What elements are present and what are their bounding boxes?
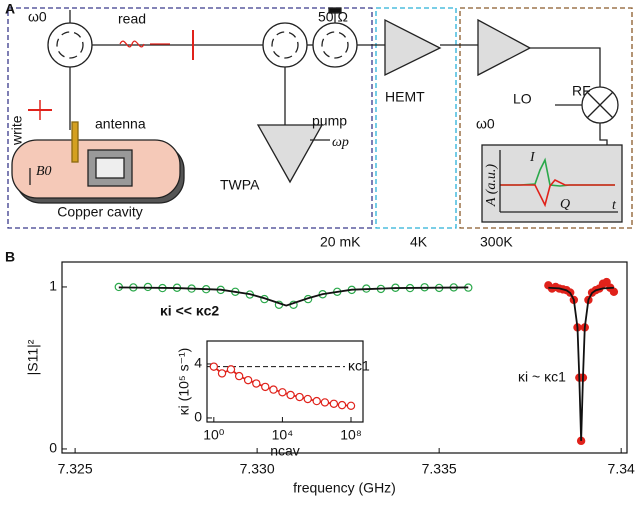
data-point: [278, 388, 287, 397]
annotation: κi ~ κc1: [518, 369, 566, 385]
x-tick-label: 7.335: [422, 461, 457, 477]
circulator: [312, 22, 358, 68]
data-point: [217, 369, 227, 378]
label: 50 Ω: [318, 9, 348, 25]
label: A (a.u.): [484, 164, 499, 207]
data-point: [346, 401, 356, 410]
amp: [477, 18, 532, 77]
label: B0: [36, 164, 52, 179]
label: t: [612, 198, 617, 213]
y-tick-label: 1: [49, 278, 57, 294]
data-point: [609, 287, 619, 297]
wire: [530, 47, 601, 87]
x-axis-label: ncav: [270, 443, 300, 459]
reference-label: κc1: [348, 357, 370, 373]
panel-label: B: [5, 249, 15, 265]
label: ω0: [476, 116, 495, 132]
label: antenna: [95, 116, 146, 132]
panel-label: A: [5, 1, 15, 17]
label: Q: [560, 197, 570, 212]
data-point: [269, 385, 278, 394]
data-point: [261, 382, 270, 392]
y-tick-label: 0: [194, 409, 202, 425]
mixer-x: [586, 91, 614, 119]
x-tick-label: 7.34: [608, 461, 635, 477]
stage-box: [459, 7, 633, 229]
data-point: [303, 394, 312, 404]
circulator: [47, 22, 93, 68]
x-tick-label: 7.325: [58, 461, 93, 477]
x-tick-label: 10⁰: [203, 427, 225, 443]
panel-a: [7, 7, 633, 229]
label: TWPA: [220, 177, 260, 193]
data-point: [286, 390, 295, 400]
annotation: κi << κc2: [160, 303, 219, 319]
wire: [599, 123, 608, 145]
label: HEMT: [385, 89, 425, 105]
y-axis-label: |S11|²: [25, 339, 41, 375]
data-point: [226, 365, 236, 374]
label: write: [9, 115, 25, 146]
label: pump: [312, 113, 347, 129]
label: Copper cavity: [57, 204, 143, 220]
label: LO: [513, 91, 532, 107]
mixer: [581, 86, 619, 124]
plot-frame: [206, 340, 364, 423]
stage-label: 20 mK: [320, 234, 361, 250]
stage-box: [7, 7, 373, 229]
antenna: [71, 121, 79, 163]
y-axis-label: κi (10⁵ s⁻¹): [176, 348, 192, 416]
stage-label: 300K: [480, 234, 513, 250]
data-point: [295, 392, 304, 402]
hemt-amp: [384, 18, 442, 77]
plot-frame: [61, 261, 628, 454]
label: ωp: [332, 135, 349, 150]
circulator: [262, 22, 308, 68]
data-point: [243, 375, 253, 385]
circulator-arrow: [321, 31, 349, 59]
data-point: [329, 399, 339, 408]
y-tick-label: 4: [194, 355, 202, 371]
y-tick-label: 0: [49, 440, 57, 456]
x-tick-label: 7.330: [240, 461, 275, 477]
data-point: [234, 371, 244, 381]
x-tick-label: 10⁴: [272, 427, 294, 443]
chip-pattern: [95, 157, 125, 179]
circulator-arrow: [271, 31, 299, 59]
x-axis-label: frequency (GHz): [293, 480, 396, 496]
data-point: [312, 396, 321, 406]
twpa-amp: [256, 124, 324, 184]
stage-label: 4K: [410, 234, 428, 250]
x-tick-label: 10⁸: [340, 427, 362, 443]
circulator-arrow: [56, 31, 84, 59]
label: read: [118, 11, 146, 27]
data-point: [252, 379, 261, 388]
data-point: [337, 400, 347, 410]
load: [328, 7, 342, 14]
stage-box: [375, 7, 457, 229]
read-pulse: [119, 40, 170, 48]
label: RF: [572, 83, 591, 99]
q-trace: [500, 179, 615, 208]
fit-line: [118, 286, 469, 307]
fit-line: [548, 286, 614, 441]
label: ω0: [28, 9, 47, 25]
label: I: [529, 150, 536, 165]
data-point: [320, 398, 330, 407]
data-point: [209, 362, 219, 371]
